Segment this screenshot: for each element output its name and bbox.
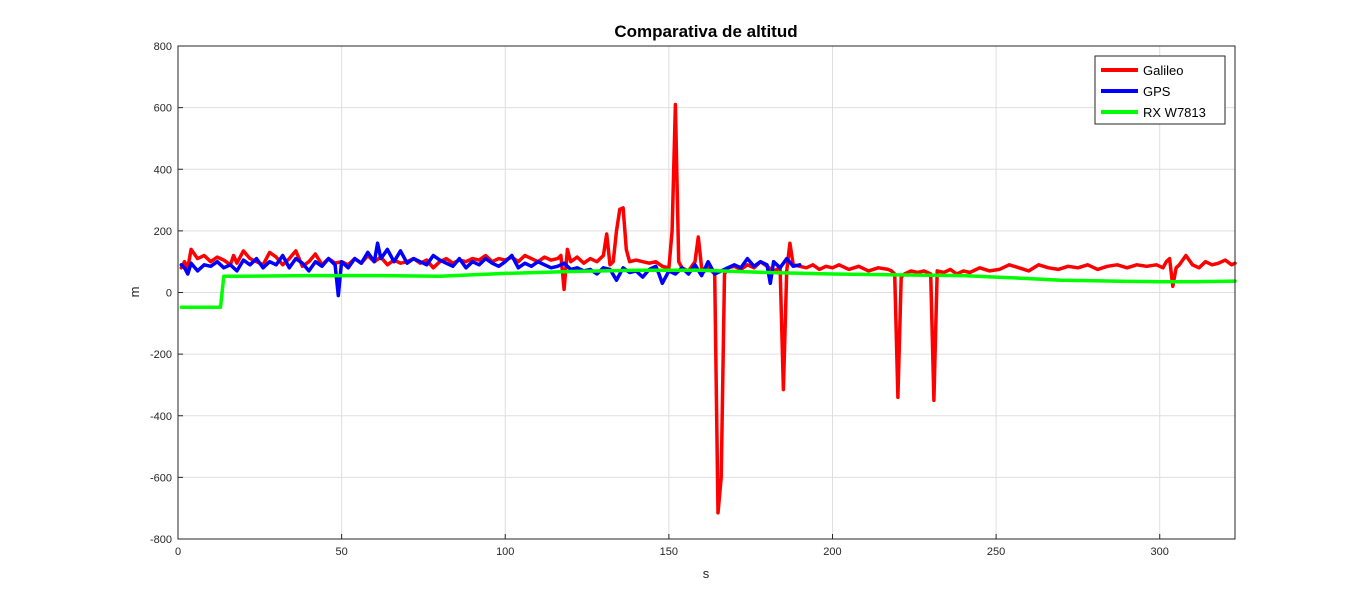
y-tick-label: 0 [166, 288, 172, 300]
y-axis-ticks: -800 -600 -400 -200 0 200 400 600 800 [150, 41, 183, 546]
legend-entry-rx: RX W7813 [1143, 105, 1206, 120]
legend: Galileo GPS RX W7813 [1094, 55, 1226, 125]
x-tick-label: 300 [1151, 546, 1169, 558]
legend-entry-galileo: Galileo [1143, 63, 1183, 78]
x-axis-ticks: 0 50 100 150 200 250 300 [175, 534, 1169, 558]
series-layer [179, 102, 1237, 515]
y-tick-label: 400 [154, 164, 172, 176]
y-axis-label: m [127, 287, 142, 298]
x-tick-label: 50 [335, 546, 347, 558]
series-line-gps [179, 241, 802, 298]
x-axis-label: s [703, 566, 710, 581]
y-tick-label: -600 [150, 472, 172, 484]
y-tick-label: -800 [150, 534, 172, 546]
x-tick-label: 250 [987, 546, 1005, 558]
x-tick-label: 100 [496, 546, 514, 558]
y-tick-label: 800 [154, 41, 172, 53]
x-tick-label: 0 [175, 546, 181, 558]
legend-entry-gps: GPS [1143, 84, 1171, 99]
chart-title: Comparativa de altitud [614, 22, 797, 41]
y-tick-label: 600 [154, 103, 172, 115]
x-tick-label: 200 [823, 546, 841, 558]
y-tick-label: -400 [150, 411, 172, 423]
series-line-rx-w7813 [179, 268, 1237, 310]
y-tick-label: 200 [154, 226, 172, 238]
x-tick-label: 150 [660, 546, 678, 558]
y-tick-label: -200 [150, 349, 172, 361]
